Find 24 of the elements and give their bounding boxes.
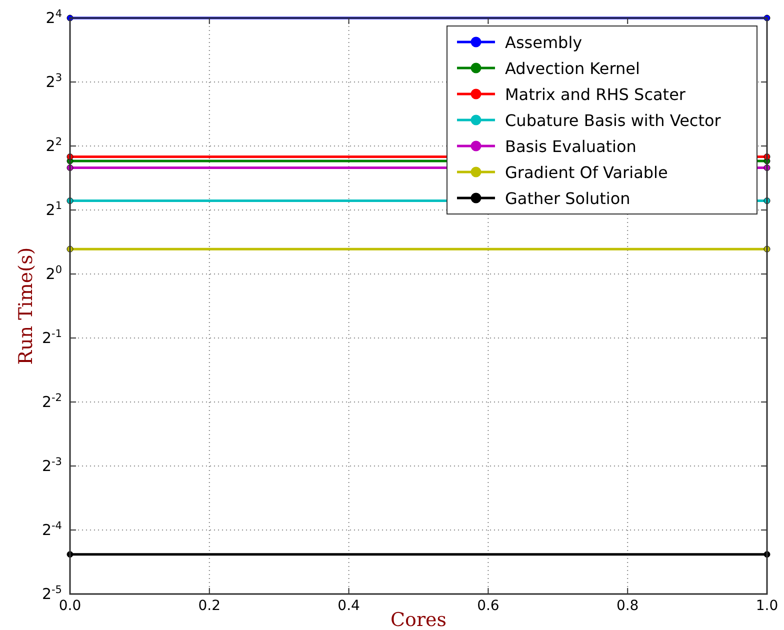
legend-label: Matrix and RHS Scater — [505, 85, 686, 104]
y-tick-label: 2$^{-1}$ — [42, 328, 62, 347]
x-tick-label: 0.6 — [477, 598, 500, 614]
x-axis-title: Cores — [390, 609, 447, 630]
x-tick-label: 1.0 — [756, 598, 778, 614]
legend-label: Basis Evaluation — [505, 137, 636, 156]
y-tick-label: 2$^{0}$ — [46, 264, 62, 283]
y-axis-title: Run Time(s) — [15, 247, 37, 365]
y-tick-label: 2$^{-2}$ — [42, 392, 62, 411]
y-tick-label: 2$^{1}$ — [46, 200, 62, 219]
legend-label: Cubature Basis with Vector — [505, 111, 722, 130]
legend-label: Advection Kernel — [505, 59, 640, 78]
y-tick-label: 2$^{-4}$ — [42, 520, 62, 539]
y-tick-label: 2$^{3}$ — [46, 72, 62, 91]
y-tick-label: 2$^{4}$ — [46, 8, 62, 27]
x-tick-label: 0.2 — [198, 598, 221, 614]
legend-label: Gather Solution — [505, 189, 630, 208]
y-tick-label: 2$^{2}$ — [46, 136, 62, 155]
legend-label: Assembly — [505, 33, 582, 52]
x-tick-label: 0.4 — [338, 598, 360, 614]
x-tick-label: 0.8 — [616, 598, 639, 614]
legend-label: Gradient Of Variable — [505, 163, 668, 182]
x-tick-label: 0.0 — [58, 598, 82, 614]
y-tick-label: 2$^{-3}$ — [42, 456, 62, 475]
